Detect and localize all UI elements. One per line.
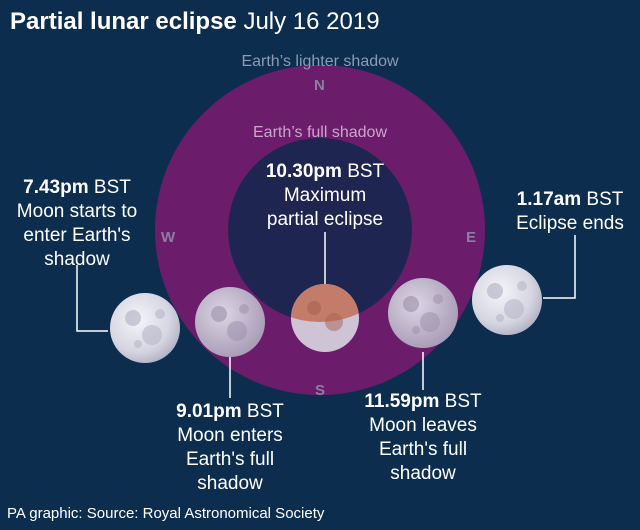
event-label-4: 11.59pm BST Moon leaves Earth's full sha… (345, 390, 501, 486)
event-label-3: 10.30pm BST Maximum partial eclipse (240, 160, 410, 232)
event-desc: shadow (390, 463, 456, 484)
lighter-shadow-label: Earth’s lighter shadow (241, 53, 399, 70)
event-desc: partial eclipse (266, 209, 384, 230)
moon-4 (388, 278, 458, 348)
event-zone: BST (444, 391, 482, 412)
event-desc: shadow (44, 249, 110, 270)
event-desc: Earth's full (185, 449, 275, 470)
event-time: 7.43pm (23, 177, 89, 198)
connector-line-5 (543, 235, 576, 299)
event-time: 9.01pm (176, 401, 242, 422)
event-desc: Eclipse ends (516, 213, 624, 234)
event-desc: Maximum (283, 185, 367, 206)
event-zone: BST (347, 161, 385, 182)
event-zone: BST (586, 189, 624, 210)
title-date: July 16 2019 (243, 8, 380, 35)
event-zone: BST (246, 401, 284, 422)
event-time: 10.30pm (265, 161, 342, 182)
moon-3 (291, 284, 359, 352)
event-desc: enter Earth's (23, 225, 131, 246)
event-label-5: 1.17am BST Eclipse ends (504, 188, 636, 236)
moon-1 (110, 293, 180, 363)
full-shadow-label: Earth’s full shadow (253, 124, 387, 141)
page-title: Partial lunar eclipse July 16 2019 (10, 8, 380, 36)
compass-west: W (161, 229, 176, 246)
event-label-2: 9.01pm BST Moon enters Earth's full shad… (148, 400, 312, 496)
compass-south: S (315, 382, 326, 399)
event-desc: shadow (197, 473, 263, 494)
moon-2 (195, 287, 265, 357)
umbra-core (228, 138, 412, 322)
event-desc: Earth's full (378, 439, 468, 460)
connector-line-1 (76, 265, 108, 332)
event-time: 1.17am (516, 189, 582, 210)
event-desc: Moon enters (177, 425, 283, 446)
source-credit: PA graphic: Source: Royal Astronomical S… (7, 505, 325, 522)
event-label-1: 7.43pm BST Moon starts to enter Earth's … (0, 176, 154, 272)
title-bold: Partial lunar eclipse (10, 8, 237, 35)
event-zone: BST (93, 177, 131, 198)
compass-east: E (466, 229, 477, 246)
event-desc: Moon leaves (369, 415, 477, 436)
event-desc: Moon starts to (16, 201, 138, 222)
compass-north: N (314, 77, 325, 94)
moon-5 (472, 265, 542, 335)
event-time: 11.59pm (364, 391, 440, 412)
